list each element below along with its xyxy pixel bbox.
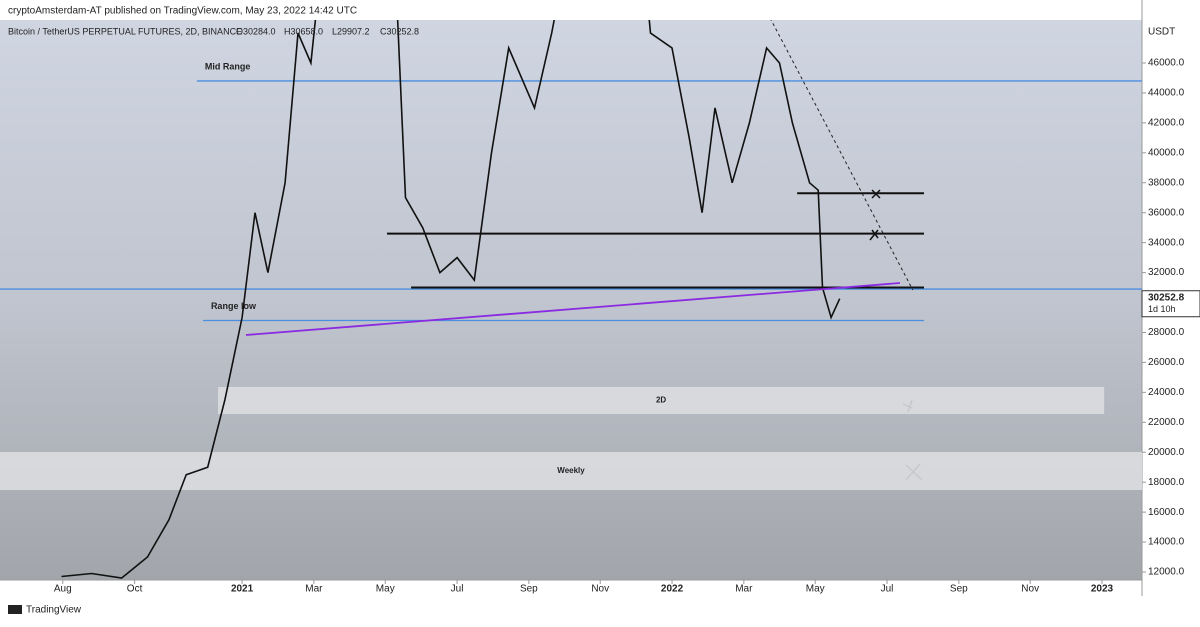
y-tick-label: 14000.0 (1148, 537, 1185, 548)
last-price-badge (1141, 290, 1200, 318)
y-tick-label: 34000.0 (1148, 237, 1185, 248)
y-tick-label: 22000.0 (1148, 417, 1185, 428)
x-tick-label: Mar (735, 584, 753, 595)
ohlc-value: H30658.0 (284, 26, 323, 36)
y-tick-label: 44000.0 (1148, 88, 1185, 99)
x-tick-label: Oct (127, 584, 143, 595)
zone-label: 2D (656, 396, 666, 405)
zone (217, 387, 1105, 414)
y-tick-label: 40000.0 (1148, 147, 1185, 158)
x-tick-label: Mar (305, 584, 323, 595)
y-tick-label: 42000.0 (1148, 118, 1185, 129)
x-tick-label: Sep (520, 584, 538, 595)
level-label: Range low (211, 301, 257, 311)
trendline (245, 282, 900, 336)
y-tick-label: 28000.0 (1148, 327, 1185, 338)
x-tick-label: Nov (1021, 584, 1039, 595)
y-tick-label: 46000.0 (1148, 58, 1185, 69)
logo (8, 605, 22, 614)
x-tick-label: 2022 (661, 584, 684, 595)
plot-background (0, 20, 1142, 580)
y-tick-label: 26000.0 (1148, 357, 1185, 368)
zone (0, 452, 1142, 491)
symbol-title: Bitcoin / TetherUS PERPETUAL FUTURES, 2D… (8, 26, 242, 36)
ohlc-value: C30252.8 (380, 26, 419, 36)
x-tick-label: Jul (451, 584, 464, 595)
publisher: cryptoAmsterdam-AT published on TradingV… (8, 6, 357, 17)
y-tick-label: 16000.0 (1148, 507, 1185, 518)
level-label: Mid Range (205, 61, 251, 71)
x-tick-label: Nov (591, 584, 609, 595)
x-tick-label: Aug (54, 584, 72, 595)
price-line (61, 20, 841, 579)
x-tick-label: May (806, 584, 825, 595)
x-tick-label: 2023 (1091, 584, 1114, 595)
plot-layer (0, 20, 1142, 579)
countdown: 1d 10h (1148, 304, 1176, 314)
y-tick-label: 36000.0 (1148, 207, 1185, 218)
footer: TradingView (26, 605, 82, 616)
x-tick-label: 2021 (231, 584, 254, 595)
y-tick-label: 32000.0 (1148, 267, 1185, 278)
zone-label: Weekly (557, 466, 585, 475)
ohlc-value: O30284.0 (236, 26, 276, 36)
y-tick-label: 18000.0 (1148, 477, 1185, 488)
x-tick-label: Jul (881, 584, 894, 595)
y-tick-label: 20000.0 (1148, 447, 1185, 458)
y-tick-label: 38000.0 (1148, 177, 1185, 188)
y-tick-label: 12000.0 (1148, 567, 1185, 578)
x-tick-label: May (376, 584, 395, 595)
y-axis-label: USDT (1148, 27, 1175, 38)
y-tick-label: 24000.0 (1148, 387, 1185, 398)
last-price-label: 30252.8 (1148, 292, 1185, 303)
x-tick-label: Sep (950, 584, 968, 595)
ohlc-value: L29907.2 (332, 26, 370, 36)
